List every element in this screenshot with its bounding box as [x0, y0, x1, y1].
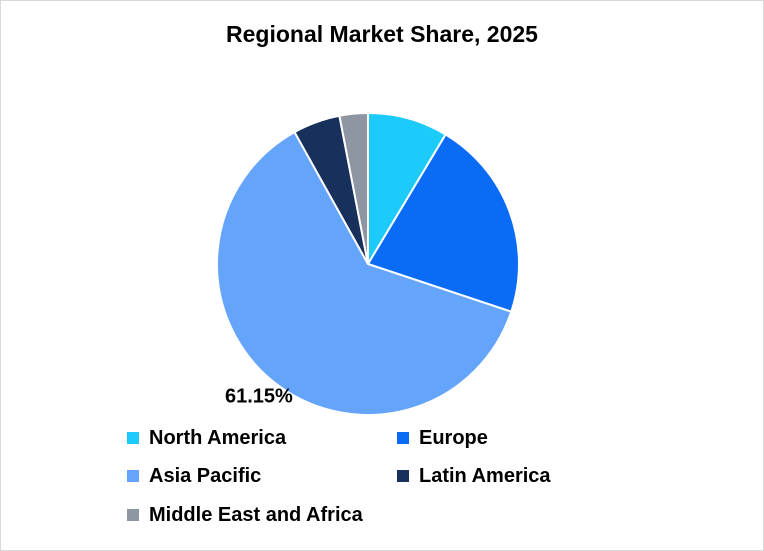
- legend-label: Asia Pacific: [149, 464, 262, 487]
- legend-item-middle-east-and-africa: Middle East and Africa: [127, 503, 363, 527]
- legend-label: Middle East and Africa: [149, 503, 363, 526]
- legend-swatch: [397, 432, 409, 444]
- pie-slice-europe: [366, 133, 520, 313]
- data-label-asia-pacific: 61.15%: [225, 386, 293, 408]
- legend-item-europe: Europe: [397, 426, 488, 450]
- legend-label: North America: [149, 426, 287, 449]
- legend-swatch: [127, 509, 139, 521]
- legend-swatch: [127, 470, 139, 482]
- legend-swatch: [397, 470, 409, 482]
- legend-item-asia-pacific: Asia Pacific: [127, 464, 261, 488]
- legend-label: Europe: [419, 426, 488, 449]
- pie-slice-middle-east-and-africa: [338, 111, 369, 265]
- pie-slice-asia-pacific: [215, 130, 513, 416]
- legend-item-latin-america: Latin America: [397, 464, 551, 488]
- legend-swatch: [127, 432, 139, 444]
- legend-item-north-america: North America: [127, 426, 286, 450]
- chart-title: Regional Market Share, 2025: [226, 21, 538, 47]
- legend-label: Latin America: [419, 464, 551, 487]
